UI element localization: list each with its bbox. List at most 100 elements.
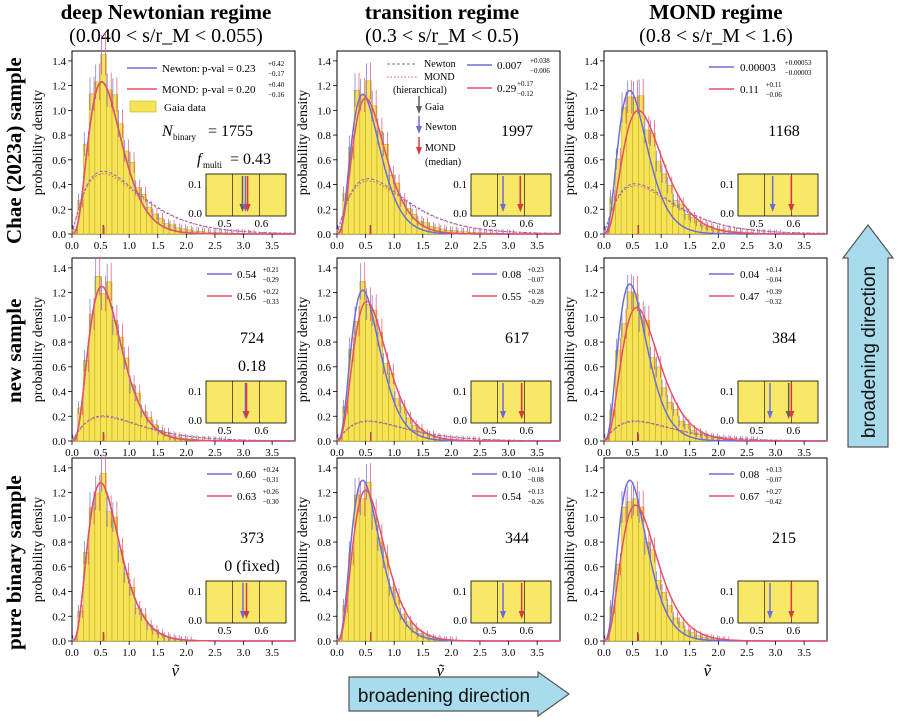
x-tick-label: 0.0: [597, 447, 611, 459]
legend-newton-up: +0.24: [263, 466, 280, 474]
legend-mond-up: +0.28: [528, 288, 545, 296]
fmulti-value: 0.18: [238, 358, 266, 375]
y-tick-label: 1.4: [584, 263, 598, 275]
nbinary-value: = 1755: [208, 123, 253, 140]
legend-mond-up: +0.22: [263, 288, 280, 296]
y-tick-label: 1.4: [52, 56, 66, 68]
inset-ytick: 0.1: [453, 386, 467, 398]
legend-gaia-label: Gaia data: [164, 102, 206, 114]
histogram-bar: [655, 366, 662, 442]
legend-arrow-label: Gaia: [425, 102, 444, 113]
inset-ytick: 0.1: [188, 586, 202, 598]
inset: 0.1 0.0 0.5 0.6: [453, 173, 552, 230]
inset-xtick: 0.6: [254, 218, 268, 230]
legend-newton-dn: −0.00003: [785, 69, 812, 77]
legend-newton-up: +0.42: [268, 60, 285, 68]
y-tick-label: 1.2: [584, 81, 598, 93]
inset-xtick: 0.6: [254, 425, 268, 437]
legend-arrow-head: [416, 106, 422, 114]
inset-mond-arrow: [788, 204, 795, 212]
legend-newton-up: +0.038: [530, 57, 550, 65]
inset-ytick: 0.0: [188, 208, 202, 220]
legend-newton-dn: −0.07: [528, 276, 545, 284]
y-tick-label: 0.8: [584, 130, 598, 142]
y-tick-label: 0.2: [317, 204, 331, 216]
y-tick-label: 0.2: [317, 611, 331, 623]
legend-newton-pval: 0.54: [237, 269, 257, 281]
panel-r1c1: 0.0 0.5 1.0 1.5 2.0 2.5 3.0 3.5 0.0 0.2 0.4 0.6 0.8 1…: [296, 257, 561, 459]
inset-xtick: 0.6: [519, 425, 533, 437]
y-tick-label: 0.8: [584, 337, 598, 349]
histogram-bar: [106, 511, 113, 642]
inset-ytick: 0.0: [188, 615, 202, 627]
y-tick-label: 0.8: [317, 130, 331, 142]
histogram-bar: [632, 96, 639, 235]
x-tick-label: 2.5: [208, 647, 222, 659]
panel-r1c0: 0.0 0.5 1.0 1.5 2.0 2.5 3.0 3.5 0.0 0.2 0.4 0.6 0.8 1…: [31, 256, 296, 459]
histogram-bar: [117, 550, 124, 642]
legend-newton-dn: −0.29: [263, 276, 280, 284]
inset-newton-arrow: [767, 411, 773, 419]
x-tick-label: 0.0: [65, 647, 79, 659]
legend-arrow-head: [416, 126, 422, 134]
mond-hier-curve: [71, 173, 295, 235]
legend-newton-pval: 0.08: [740, 469, 760, 481]
inset: 0.1 0.0 0.5 0.6: [720, 580, 819, 637]
legend-mond-dn: −0.12: [517, 90, 534, 98]
x-tick-label: 3.5: [530, 647, 544, 659]
x-tick-label: 2.5: [740, 240, 754, 252]
legend-mond-dn: −0.33: [263, 298, 280, 306]
inset-mond-arrow: [518, 411, 525, 419]
x-tick-label: 1.5: [151, 447, 165, 459]
inset-ytick: 0.0: [453, 615, 467, 627]
y-tick-label: 1.4: [52, 263, 66, 275]
y-tick-label: 1.0: [52, 105, 66, 117]
inset-frame: [470, 380, 552, 424]
histogram-bar: [365, 303, 372, 442]
inset-ytick: 0.0: [188, 415, 202, 427]
col-title-transition: transition regime: [364, 0, 520, 24]
y-tick-label: 0.0: [317, 436, 331, 448]
broadening-arrow-horizontal: broadening direction: [348, 671, 570, 717]
y-axis-label: probability density: [563, 497, 578, 602]
y-tick-label: 0.0: [584, 636, 598, 648]
y-tick-label: 0.4: [317, 387, 331, 399]
inset-newton-arrow: [769, 204, 776, 212]
x-tick-label: 0.5: [94, 647, 108, 659]
x-tick-label: 0.0: [330, 240, 344, 252]
inset: 0.1 0.0 0.5 0.6: [453, 380, 552, 437]
y-tick-label: 0.4: [52, 387, 66, 399]
histogram-bar: [626, 501, 633, 642]
x-tick-label: 2.0: [444, 647, 458, 659]
y-tick-label: 0.0: [584, 229, 598, 241]
x-tick-label: 3.0: [769, 240, 783, 252]
y-tick-label: 0.6: [52, 562, 66, 574]
legend-mond-dn: −0.30: [263, 498, 280, 506]
legend-newton-hier-label: Newton: [424, 59, 456, 70]
x-tick-label: 0.5: [359, 447, 373, 459]
y-tick-label: 1.4: [317, 56, 331, 68]
x-tick-label: 2.5: [740, 647, 754, 659]
y-tick-label: 1.4: [584, 56, 598, 68]
inset-xtick: 0.5: [218, 625, 232, 637]
legend-mond-pval: 0.54: [502, 491, 522, 503]
x-tick-label: 0.5: [359, 240, 373, 252]
x-tick-label: 0.5: [94, 447, 108, 459]
y-tick-label: 0.6: [317, 562, 331, 574]
mond-hier-curve: [603, 421, 827, 442]
histogram-bar: [94, 81, 101, 235]
y-tick-label: 0.2: [317, 411, 331, 423]
y-tick-label: 0.0: [52, 436, 66, 448]
x-tick-label: 1.0: [654, 647, 668, 659]
y-tick-label: 1.4: [317, 463, 331, 475]
legend-mond-pval: 0.47: [740, 291, 760, 303]
y-tick-label: 1.4: [52, 463, 66, 475]
nbinary-subscript: binary: [173, 132, 196, 142]
legend-newton-pval: 0.04: [740, 269, 760, 281]
y-tick-label: 1.0: [584, 105, 598, 117]
legend-mond-hier-label: MOND: [424, 72, 455, 83]
x-tick-label: 0.5: [359, 647, 373, 659]
legend-gaia-swatch: [129, 100, 157, 113]
inset-mond-arrow: [517, 204, 524, 212]
legend-mond-pval: 0.67: [740, 491, 760, 503]
